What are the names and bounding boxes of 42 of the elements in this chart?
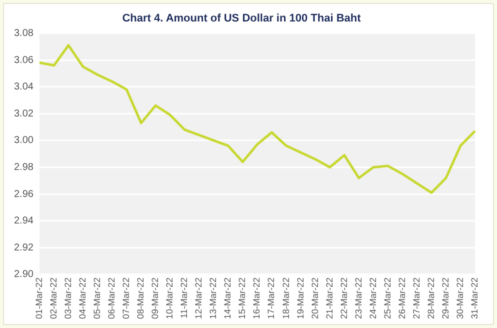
x-tick-label: 06-Mar-22: [106, 277, 117, 319]
x-tick-label: 16-Mar-22: [252, 277, 262, 319]
x-tick-label: 14-Mar-22: [222, 277, 233, 319]
x-tick-label: 12-Mar-22: [194, 277, 204, 319]
x-tick-label: 10-Mar-22: [164, 277, 175, 319]
x-tick-label: 05-Mar-22: [92, 277, 102, 319]
y-tick-label: 3.06: [14, 54, 34, 66]
x-tick-label: 18-Mar-22: [280, 277, 291, 319]
x-tick-label: 24-Mar-22: [368, 277, 378, 319]
x-tick-label: 26-Mar-22: [396, 277, 407, 319]
x-tick-label: 03-Mar-22: [62, 277, 73, 319]
x-tick-label: 21-Mar-22: [324, 277, 334, 319]
y-tick-label: 2.94: [14, 216, 34, 227]
x-tick-label: 02-Mar-22: [48, 277, 58, 319]
x-tick-label: 31-Mar-22: [469, 277, 480, 319]
x-tick-label: 20-Mar-22: [310, 277, 320, 319]
x-tick-label: 15-Mar-22: [237, 277, 248, 319]
y-tick-label: 2.96: [14, 188, 34, 200]
x-tick-label: 22-Mar-22: [338, 277, 349, 319]
x-tick-label: 19-Mar-22: [295, 277, 306, 319]
x-tick-label: 23-Mar-22: [353, 277, 364, 319]
y-tick-label: 3.02: [14, 108, 34, 120]
x-tick-label: 07-Mar-22: [121, 277, 132, 319]
x-tick-label: 11-Mar-22: [179, 277, 190, 318]
y-tick-label: 2.98: [14, 162, 34, 173]
x-tick-label: 04-Mar-22: [78, 277, 88, 319]
y-tick-label: 3.00: [14, 135, 34, 146]
x-tick-label: 29-Mar-22: [440, 277, 450, 319]
x-tick-label: 01-Mar-22: [34, 277, 44, 319]
x-tick-label: 28-Mar-22: [426, 277, 436, 319]
x-tick-label: 09-Mar-22: [150, 277, 160, 319]
x-tick-label: 27-Mar-22: [411, 277, 422, 319]
x-tick-label: 08-Mar-22: [136, 277, 146, 319]
y-tick-label: 2.92: [14, 242, 34, 254]
y-tick-label: 3.08: [14, 28, 34, 39]
chart-title: Chart 4. Amount of US Dollar in 100 Thai Baht: [122, 12, 362, 25]
x-tick-label: 17-Mar-22: [266, 277, 276, 319]
x-tick-label: 30-Mar-22: [454, 277, 465, 319]
x-tick-label: 25-Mar-22: [382, 277, 392, 319]
x-tick-label: 13-Mar-22: [208, 277, 218, 319]
y-tick-label: 3.04: [14, 82, 34, 93]
y-tick-label: 2.90: [14, 269, 34, 280]
